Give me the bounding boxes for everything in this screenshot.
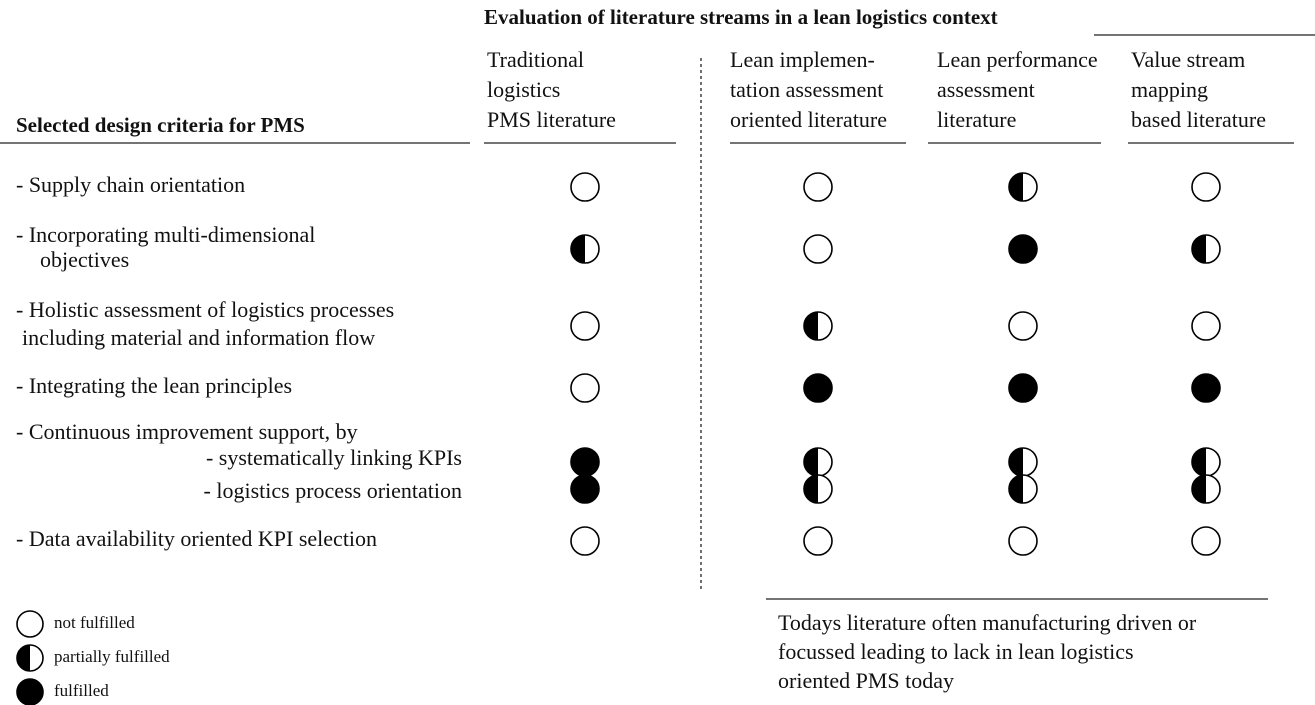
status-symbol: [570, 172, 600, 202]
circle: [1008, 526, 1038, 556]
legend-label: not fulfilled: [54, 613, 135, 632]
row-label: including material and information flow: [22, 325, 375, 350]
status-symbol: [1191, 373, 1221, 403]
circle: [570, 447, 600, 477]
status-symbol: [803, 474, 833, 504]
row-header: Selected design criteria for PMS: [16, 113, 305, 137]
legend-symbol: [16, 610, 44, 638]
status-symbol: [803, 172, 833, 202]
row-label: - Supply chain orientation: [16, 172, 245, 197]
status-symbol: [1008, 311, 1038, 341]
note-line: Todays literature often manufacturing dr…: [778, 610, 1197, 635]
column-header: PMS literature: [487, 107, 616, 132]
status-symbol: [570, 234, 600, 264]
half: [1192, 448, 1206, 476]
circle: [570, 311, 600, 341]
status-symbol: [803, 311, 833, 341]
column-header: assessment: [937, 77, 1035, 102]
status-symbol: [803, 526, 833, 556]
status-symbol: [1191, 526, 1221, 556]
legend-label: partially fulfilled: [54, 647, 170, 666]
circle: [1191, 172, 1221, 202]
circle: [570, 172, 600, 202]
circle: [1008, 234, 1038, 264]
row-label: objectives: [40, 247, 129, 272]
circle: [570, 373, 600, 403]
row-label: - Incorporating multi-dimensional: [16, 222, 315, 247]
status-symbol: [570, 311, 600, 341]
column-header: oriented literature: [730, 107, 887, 132]
circle: [16, 610, 44, 638]
circle: [803, 526, 833, 556]
half: [1192, 235, 1206, 263]
column-header: literature: [937, 107, 1016, 132]
status-symbol: [1191, 311, 1221, 341]
column-header: Lean implemen-: [730, 47, 875, 72]
circle: [803, 234, 833, 264]
half: [1192, 475, 1206, 503]
status-symbol: [1008, 234, 1038, 264]
legend-label: fulfilled: [54, 681, 109, 700]
column-header: mapping: [1131, 77, 1208, 102]
row-label: - Data availability oriented KPI selecti…: [16, 526, 377, 551]
status-symbol: [1008, 474, 1038, 504]
circle: [1008, 373, 1038, 403]
circle: [570, 474, 600, 504]
half: [1009, 448, 1023, 476]
column-header: Traditional: [487, 47, 584, 72]
circle: [1008, 311, 1038, 341]
circle: [1191, 373, 1221, 403]
status-symbol: [803, 373, 833, 403]
circle: [803, 172, 833, 202]
legend-symbol: [16, 678, 44, 705]
status-symbol: [803, 447, 833, 477]
circle: [1191, 311, 1221, 341]
status-symbol: [1191, 474, 1221, 504]
half: [804, 448, 818, 476]
status-symbol: [570, 373, 600, 403]
status-symbol: [1008, 526, 1038, 556]
table-title: Evaluation of literature streams in a le…: [484, 5, 998, 29]
half: [17, 645, 30, 671]
column-header: tation assessment: [730, 77, 883, 102]
half: [804, 312, 818, 340]
legend-symbol: [16, 644, 44, 672]
status-symbol: [1191, 447, 1221, 477]
circle: [570, 526, 600, 556]
circle: [16, 678, 44, 705]
status-symbol: [570, 447, 600, 477]
status-symbol: [570, 474, 600, 504]
column-header: Value stream: [1131, 47, 1245, 72]
row-label: - Holistic assessment of logistics proce…: [16, 297, 394, 322]
half: [1009, 475, 1023, 503]
status-symbol: [1008, 172, 1038, 202]
row-label: - Integrating the lean principles: [16, 373, 292, 398]
column-header: Lean performance: [937, 47, 1098, 72]
status-symbol: [1191, 234, 1221, 264]
half: [571, 235, 585, 263]
note-line: focussed leading to lack in lean logisti…: [778, 639, 1134, 664]
status-symbol: [803, 234, 833, 264]
status-symbol: [1008, 447, 1038, 477]
column-header: logistics: [487, 77, 560, 102]
circle: [1191, 526, 1221, 556]
status-symbol: [1008, 373, 1038, 403]
subrow-label: - systematically linking KPIs: [206, 445, 462, 470]
subrow-label: - logistics process orientation: [204, 478, 462, 503]
note-line: oriented PMS today: [778, 668, 954, 693]
status-symbol: [1191, 172, 1221, 202]
column-header: based literature: [1131, 107, 1266, 132]
half: [1009, 173, 1023, 201]
status-symbol: [570, 526, 600, 556]
circle: [803, 373, 833, 403]
row-label: - Continuous improvement support, by: [16, 419, 358, 444]
half: [804, 475, 818, 503]
